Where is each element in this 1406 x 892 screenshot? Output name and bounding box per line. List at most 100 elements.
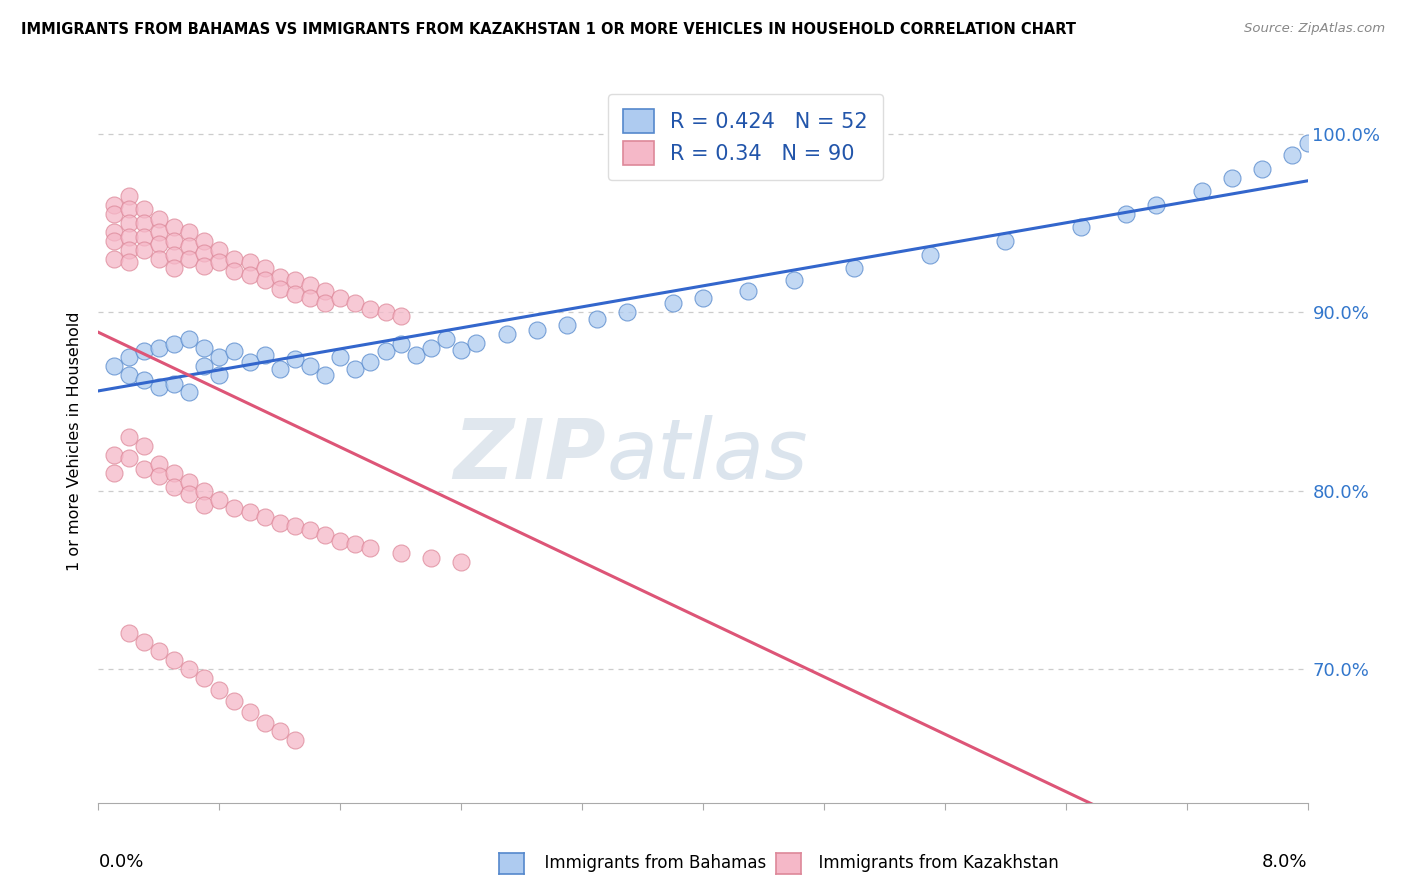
Y-axis label: 1 or more Vehicles in Household: 1 or more Vehicles in Household — [67, 312, 83, 571]
Point — [1251, 162, 1274, 177]
Point — [193, 259, 215, 273]
Point — [239, 505, 262, 519]
Point — [420, 341, 443, 355]
Point — [148, 341, 170, 355]
Point — [118, 626, 141, 640]
Point — [208, 350, 231, 364]
Legend: R = 0.424   N = 52, R = 0.34   N = 90: R = 0.424 N = 52, R = 0.34 N = 90 — [607, 95, 883, 180]
Point — [118, 451, 141, 466]
Point — [148, 380, 170, 394]
Point — [239, 255, 262, 269]
Point — [132, 635, 155, 649]
Point — [495, 326, 517, 341]
Point — [103, 252, 125, 266]
Point — [148, 212, 170, 227]
Point — [692, 291, 714, 305]
Point — [1296, 136, 1319, 150]
Point — [179, 487, 201, 501]
Text: Immigrants from Bahamas: Immigrants from Bahamas — [534, 854, 766, 871]
Point — [616, 305, 638, 319]
Point — [132, 243, 155, 257]
Point — [586, 312, 609, 326]
Point — [118, 230, 141, 244]
Point — [420, 551, 443, 566]
Point — [179, 239, 201, 253]
Point — [344, 537, 367, 551]
Point — [344, 362, 367, 376]
Point — [179, 475, 201, 489]
Point — [269, 362, 291, 376]
Point — [253, 510, 276, 524]
Point — [314, 284, 336, 298]
Point — [163, 480, 186, 494]
Text: 0.0%: 0.0% — [98, 854, 143, 871]
Point — [148, 237, 170, 252]
Point — [148, 469, 170, 483]
Point — [299, 291, 322, 305]
Point — [103, 234, 125, 248]
Point — [374, 305, 396, 319]
Point — [284, 273, 307, 287]
Point — [299, 523, 322, 537]
Point — [103, 448, 125, 462]
Point — [239, 705, 262, 719]
Point — [284, 733, 307, 747]
Point — [389, 337, 412, 351]
Point — [783, 273, 806, 287]
Point — [103, 198, 125, 212]
Point — [526, 323, 548, 337]
Point — [253, 260, 276, 275]
Point — [193, 498, 215, 512]
Point — [103, 225, 125, 239]
Point — [269, 516, 291, 530]
Point — [434, 332, 457, 346]
Point — [118, 189, 141, 203]
Point — [284, 287, 307, 301]
Point — [1220, 171, 1243, 186]
Text: Source: ZipAtlas.com: Source: ZipAtlas.com — [1244, 22, 1385, 36]
Text: Immigrants from Kazakhstan: Immigrants from Kazakhstan — [808, 854, 1059, 871]
Point — [103, 359, 125, 373]
Point — [389, 309, 412, 323]
Point — [132, 216, 155, 230]
Point — [389, 546, 412, 560]
Point — [163, 653, 186, 667]
Point — [1070, 219, 1092, 234]
Point — [314, 296, 336, 310]
Point — [163, 260, 186, 275]
Point — [299, 359, 322, 373]
Point — [132, 202, 155, 216]
Point — [208, 255, 231, 269]
Point — [179, 332, 201, 346]
Point — [239, 355, 262, 369]
Point — [163, 376, 186, 391]
Point — [1115, 207, 1137, 221]
Point — [179, 385, 201, 400]
Point — [253, 348, 276, 362]
Point — [163, 337, 186, 351]
Point — [148, 644, 170, 658]
Point — [844, 260, 866, 275]
Point — [148, 252, 170, 266]
Text: atlas: atlas — [606, 416, 808, 497]
Point — [284, 351, 307, 366]
Point — [314, 368, 336, 382]
Point — [118, 368, 141, 382]
Point — [193, 671, 215, 685]
Point — [269, 724, 291, 739]
Point — [103, 466, 125, 480]
Point — [374, 344, 396, 359]
Point — [208, 492, 231, 507]
Point — [1146, 198, 1168, 212]
Point — [118, 216, 141, 230]
Point — [1281, 148, 1303, 162]
Point — [329, 291, 352, 305]
Point — [360, 355, 382, 369]
Point — [450, 555, 472, 569]
Point — [118, 243, 141, 257]
Point — [193, 483, 215, 498]
Point — [329, 533, 352, 548]
Point — [163, 248, 186, 262]
Point — [163, 219, 186, 234]
Point — [918, 248, 941, 262]
